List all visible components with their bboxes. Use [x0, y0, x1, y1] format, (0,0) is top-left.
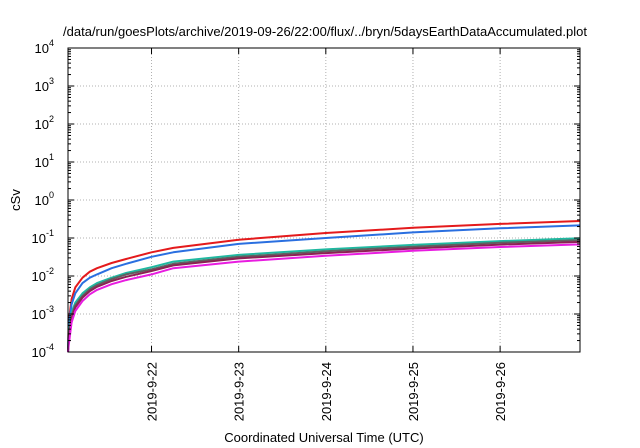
x-axis-label: Coordinated Universal Time (UTC): [224, 430, 423, 445]
x-tick-label: 2019-9-25: [406, 362, 421, 421]
y-tick-label: 100: [35, 190, 54, 208]
x-tick-label: 2019-9-23: [232, 362, 247, 421]
y-tick-label: 10-3: [32, 304, 54, 322]
y-tick-exponent: -3: [46, 304, 54, 314]
series-line-1: [67, 220, 581, 353]
y-tick-exponent: -4: [46, 342, 54, 352]
y-tick-exponent: 1: [49, 152, 54, 162]
chart-title: /data/run/goesPlots/archive/2019-09-26/2…: [63, 24, 587, 39]
y-axis-label: cSv: [8, 189, 23, 211]
x-tick-label: 2019-9-24: [319, 362, 334, 421]
y-tick-exponent: 4: [49, 38, 54, 48]
x-tick-label: 2019-9-26: [493, 362, 508, 421]
y-tick-label: 10-4: [32, 342, 54, 360]
y-tick-exponent: 0: [49, 190, 54, 200]
y-tick-label: 103: [35, 76, 54, 94]
x-axis: 2019-9-22 2019-9-23 2019-9-24 2019-9-25 2019…: [145, 48, 508, 421]
y-tick-exponent: -1: [46, 228, 54, 238]
series-group: [67, 220, 581, 353]
y-tick-label: 10-1: [32, 228, 54, 246]
x-tick-label: 2019-9-22: [145, 362, 160, 421]
y-tick-label: 102: [35, 114, 54, 132]
y-tick-exponent: -2: [46, 266, 54, 276]
y-tick-label: 101: [35, 152, 54, 170]
y-tick-label: 10-2: [32, 266, 54, 284]
series-line-2: [67, 224, 581, 353]
y-tick-exponent: 2: [49, 114, 54, 124]
grid: [68, 48, 580, 352]
y-tick-label: 104: [35, 38, 54, 56]
y-tick-exponent: 3: [49, 76, 54, 86]
series-line-5: [67, 240, 581, 353]
series-line-6: [67, 243, 581, 353]
